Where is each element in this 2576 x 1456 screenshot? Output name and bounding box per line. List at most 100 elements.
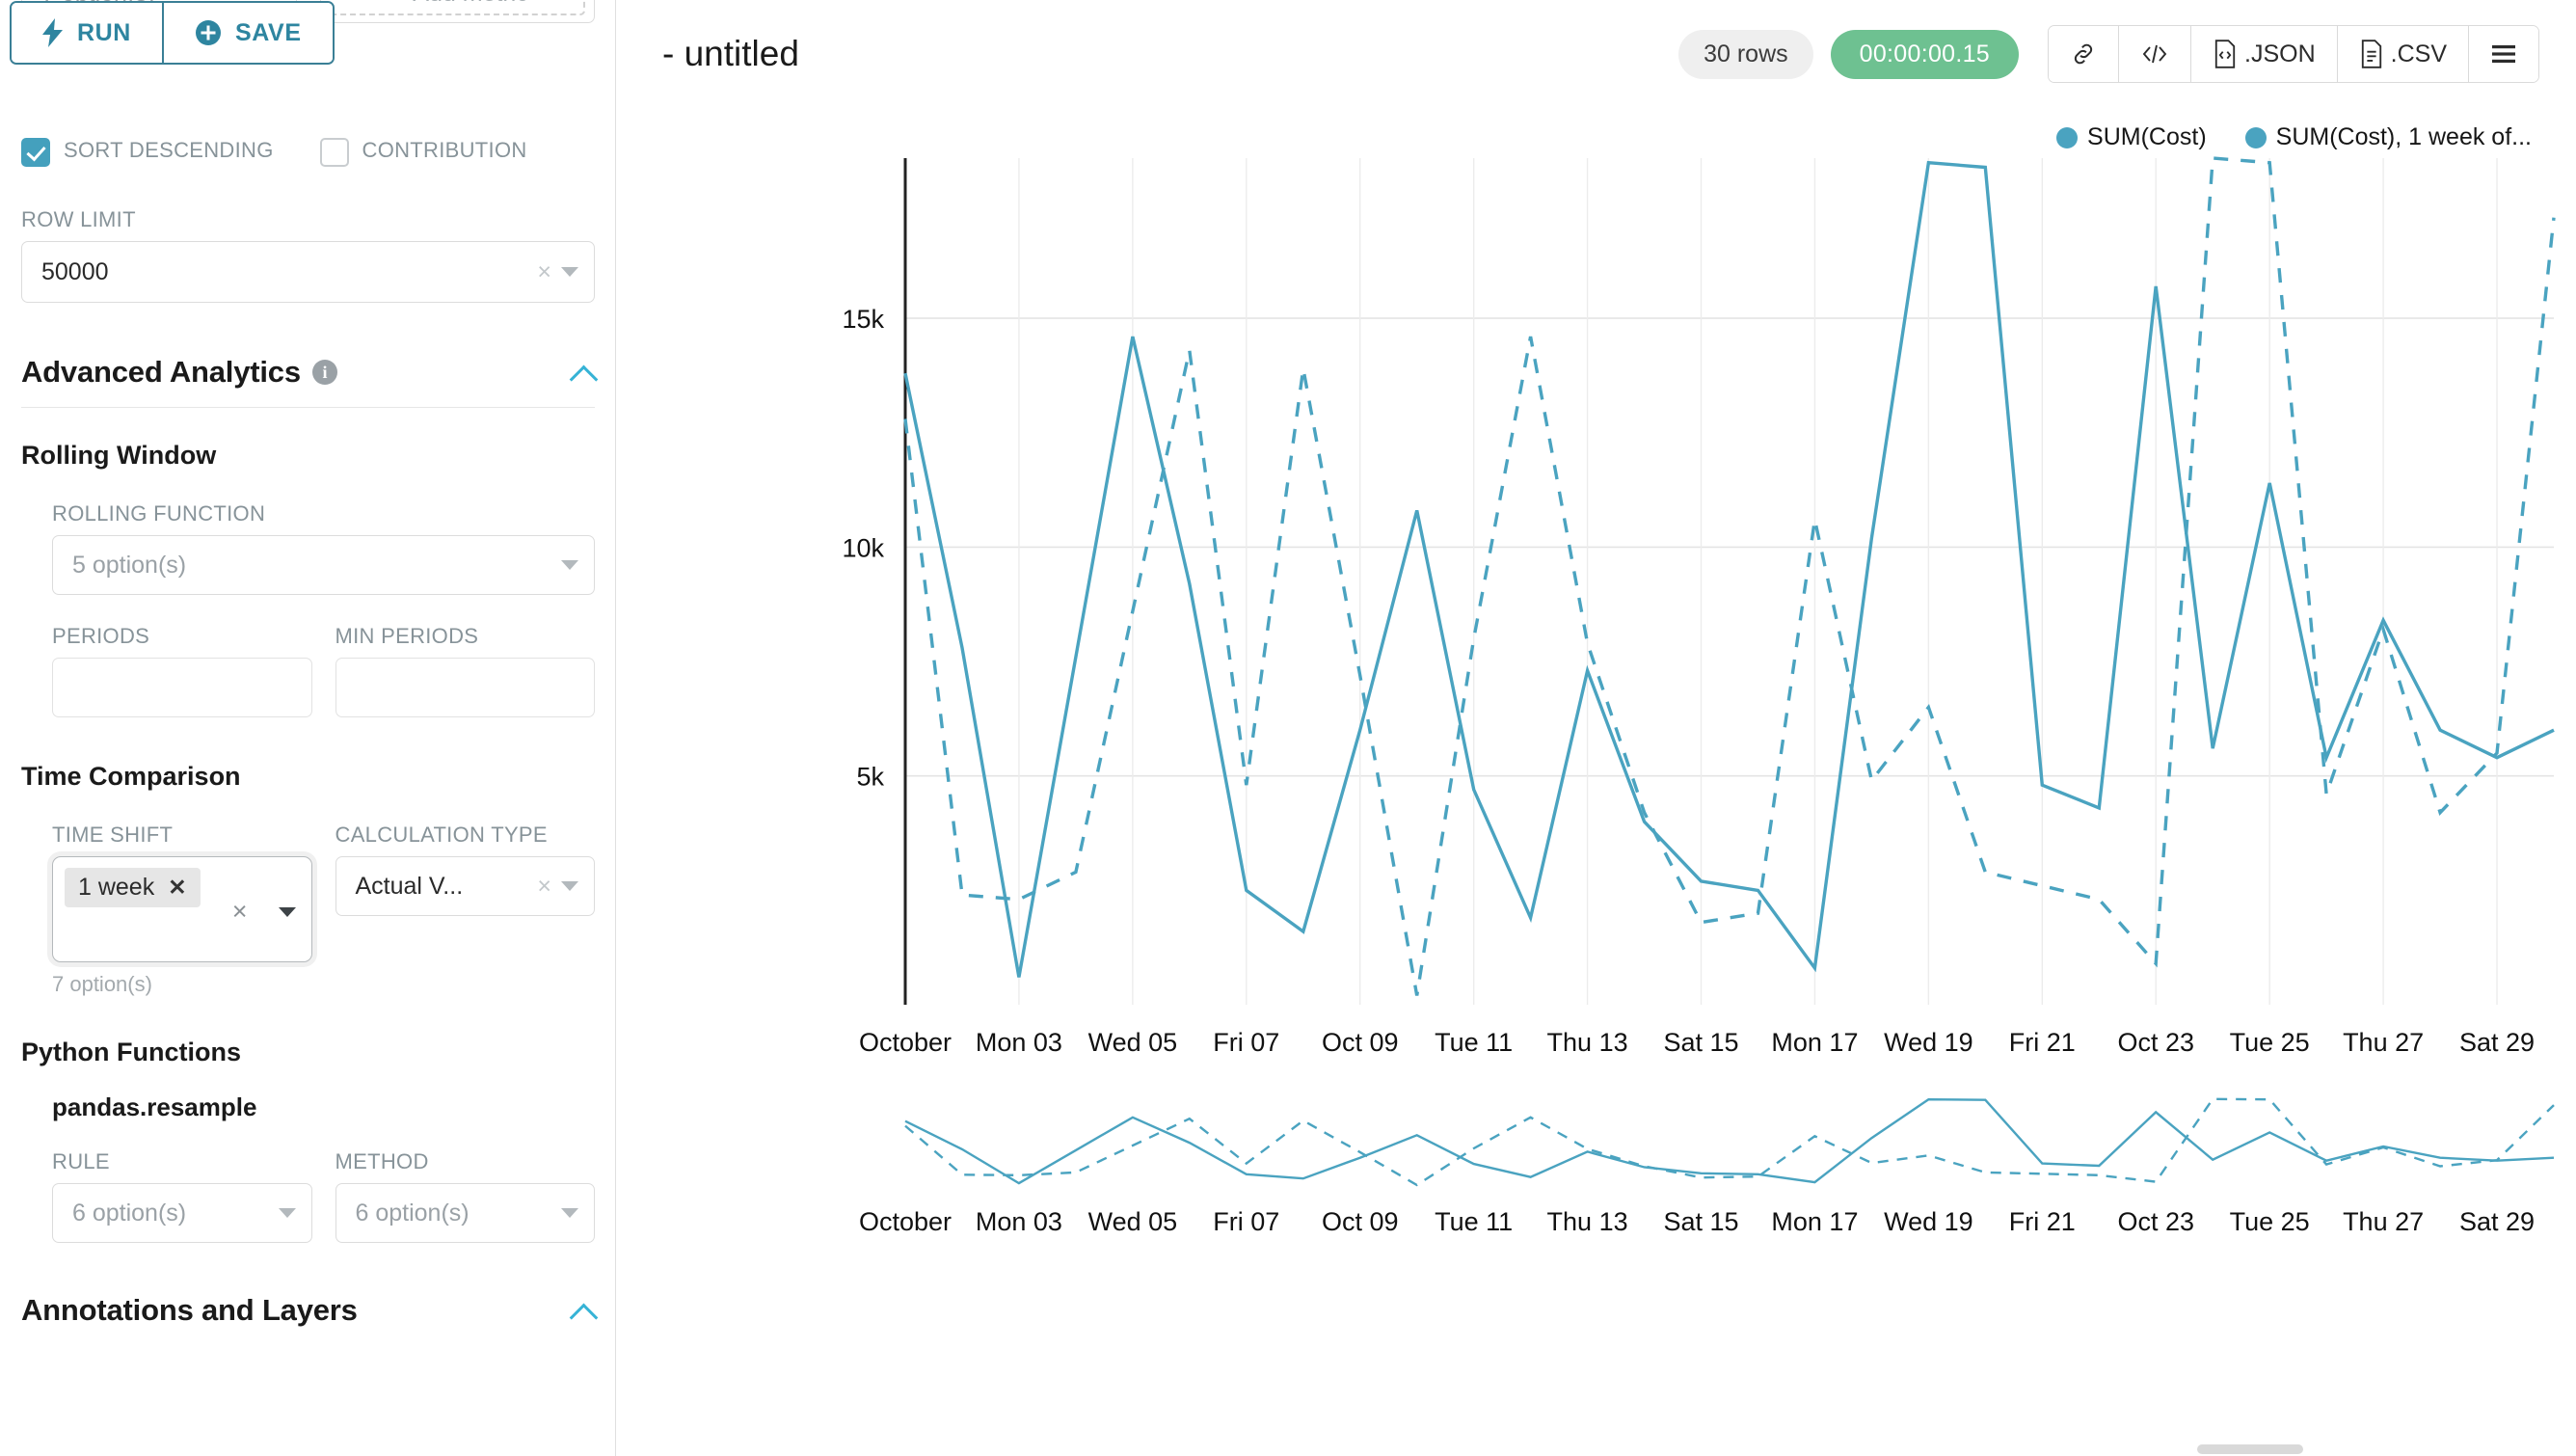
code-icon-button[interactable] <box>2118 26 2191 82</box>
x-axis-tick-label: Sat 15 <box>1663 1028 1738 1057</box>
sort-descending-control[interactable]: SORT DESCENDING <box>21 135 297 167</box>
legend-color-dot <box>2244 126 2267 148</box>
row-limit-value: 50000 <box>41 257 109 285</box>
sort-descending-checkbox[interactable] <box>21 138 50 167</box>
min-periods-input[interactable] <box>335 658 595 717</box>
x-axis-tick-label: Oct 23 <box>2117 1028 2194 1057</box>
focus-x-axis-tick-label: Wed 19 <box>1884 1207 1973 1236</box>
rolling-function-control: ROLLING FUNCTION 5 option(s) <box>21 501 595 595</box>
python-functions-title: Python Functions <box>21 1038 241 1066</box>
json-download-label: .JSON <box>2244 40 2316 67</box>
min-periods-control: MIN PERIODS <box>335 624 595 717</box>
method-select[interactable]: 6 option(s) <box>335 1183 595 1243</box>
focus-x-axis-tick-label: Sat 29 <box>2459 1207 2535 1236</box>
chevron-down-icon <box>561 267 578 277</box>
save-button[interactable]: SAVE <box>161 3 333 63</box>
focus-x-axis-tick-label: Thu 27 <box>2343 1207 2424 1236</box>
rolling-window-title: Rolling Window <box>21 441 217 470</box>
chevron-up-icon[interactable] <box>572 1299 595 1322</box>
clear-all-icon[interactable]: × <box>231 897 248 926</box>
clear-icon[interactable]: × <box>537 257 551 285</box>
time-comparison-row: TIME SHIFT 1 week ✕ × 7 option(s) <box>21 822 595 997</box>
add-metric-inner: + Add metric <box>329 0 585 15</box>
advanced-analytics-title-wrap: Advanced Analytics i <box>21 355 337 390</box>
x-axis-tick-label: Wed 19 <box>1884 1028 1973 1057</box>
focus-series-line-1[interactable] <box>904 1097 2555 1187</box>
info-icon[interactable]: i <box>311 360 337 385</box>
periods-input[interactable] <box>52 658 312 717</box>
remove-token-icon[interactable]: ✕ <box>168 875 187 900</box>
rolling-function-value: 5 option(s) <box>72 551 187 579</box>
periods-row: PERIODS MIN PERIODS <box>21 624 595 717</box>
time-comparison-group: Time Comparison TIME SHIFT 1 week ✕ × <box>21 762 595 997</box>
csv-file-icon <box>2361 40 2381 68</box>
chart-svg[interactable]: 5k 10k 15k October Mon 03 Wed 05 Fri 07 Oct 09 T… <box>616 145 2576 1379</box>
chevron-up-icon[interactable] <box>572 361 595 384</box>
focus-x-axis-tick-label: Mon 03 <box>976 1207 1062 1236</box>
series-line-1[interactable] <box>903 156 2556 996</box>
series-line-0[interactable] <box>903 160 2555 978</box>
bolt-icon <box>42 18 63 47</box>
csv-download-button[interactable]: .CSV <box>2336 26 2468 82</box>
contribution-control[interactable]: CONTRIBUTION <box>319 135 596 167</box>
focus-x-axis-tick-label: Fri 21 <box>2009 1207 2076 1236</box>
multiselect-actions: × <box>232 899 296 925</box>
time-shift-token-label: 1 week <box>78 874 155 901</box>
rule-label: RULE <box>52 1149 110 1173</box>
legend-item-1[interactable]: SUM(Cost), 1 week of... <box>2244 123 2532 151</box>
row-limit-select[interactable]: 50000 × <box>21 241 595 303</box>
rule-value: 6 option(s) <box>72 1199 187 1227</box>
advanced-analytics-section-header[interactable]: Advanced Analytics i <box>21 355 595 408</box>
chevron-down-icon[interactable] <box>278 906 296 917</box>
add-metric-label: Add metric <box>413 0 527 8</box>
clear-icon[interactable]: × <box>537 872 551 900</box>
link-icon-button[interactable] <box>2049 26 2119 82</box>
x-axis-tick-label: Tue 11 <box>1435 1028 1513 1057</box>
link-icon <box>2074 43 2093 65</box>
focus-series-line-0[interactable] <box>904 1097 2555 1185</box>
focus-x-axis-tick-label: Oct 09 <box>1322 1207 1399 1236</box>
page-title[interactable]: - untitled <box>662 34 799 73</box>
min-periods-label: MIN PERIODS <box>335 624 479 648</box>
code-icon <box>2142 44 2167 64</box>
time-shift-token[interactable]: 1 week ✕ <box>65 868 201 907</box>
focus-x-axis-tick-label: Fri 07 <box>1213 1207 1279 1236</box>
checkbox-row: SORT DESCENDING CONTRIBUTION <box>21 135 595 167</box>
more-menu-button[interactable] <box>2468 26 2538 82</box>
json-file-icon <box>2214 40 2236 68</box>
chevron-down-icon <box>561 881 578 891</box>
time-shift-hint: 7 option(s) <box>52 972 152 996</box>
focus-x-axis-tick-label: Tue 11 <box>1435 1207 1513 1236</box>
focus-x-axis-tick-label: Thu 13 <box>1547 1207 1628 1236</box>
chart-legend: SUM(Cost) SUM(Cost), 1 week of... <box>2056 123 2532 151</box>
contribution-checkbox[interactable] <box>319 138 349 167</box>
csv-download-label: .CSV <box>2390 40 2447 67</box>
calculation-type-select[interactable]: Actual V... × <box>335 856 595 916</box>
query-timer-badge: 00:00:00.15 <box>1830 29 2020 79</box>
row-limit-label: ROW LIMIT <box>21 207 136 231</box>
time-comparison-title: Time Comparison <box>21 762 241 791</box>
x-axis-tick-label: Fri 21 <box>2009 1028 2076 1057</box>
json-download-button[interactable]: .JSON <box>2190 26 2337 82</box>
horizontal-scrollbar[interactable] <box>2197 1444 2303 1454</box>
rule-select[interactable]: 6 option(s) <box>52 1183 312 1243</box>
run-save-button-bar: RUN SAVE <box>10 1 335 65</box>
sort-descending-label: SORT DESCENDING <box>64 138 274 162</box>
calculation-type-label: CALCULATION TYPE <box>335 822 548 847</box>
add-metric-dropzone[interactable]: + Add metric <box>319 0 595 23</box>
focus-x-axis-tick-label: Sat 15 <box>1663 1207 1738 1236</box>
x-axis-tick-label: Mon 03 <box>976 1028 1062 1057</box>
line-chart[interactable]: 5k 10k 15k October Mon 03 Wed 05 Fri 07 Oct 09 T… <box>616 145 2576 1302</box>
legend-item-0[interactable]: SUM(Cost) <box>2056 123 2207 151</box>
legend-color-dot <box>2056 126 2079 148</box>
run-button[interactable]: RUN <box>12 3 162 63</box>
focus-x-axis-tick-label: October <box>859 1207 952 1236</box>
chevron-down-icon <box>278 1208 296 1218</box>
row-limit-control: ROW LIMIT 50000 × <box>21 207 595 303</box>
rolling-function-select[interactable]: 5 option(s) <box>52 535 595 595</box>
hamburger-menu-icon <box>2492 45 2515 63</box>
x-axis-tick-label: Sat 29 <box>2459 1028 2535 1057</box>
time-shift-multiselect[interactable]: 1 week ✕ × <box>52 856 312 962</box>
annotations-section-header[interactable]: Annotations and Layers <box>21 1293 595 1345</box>
